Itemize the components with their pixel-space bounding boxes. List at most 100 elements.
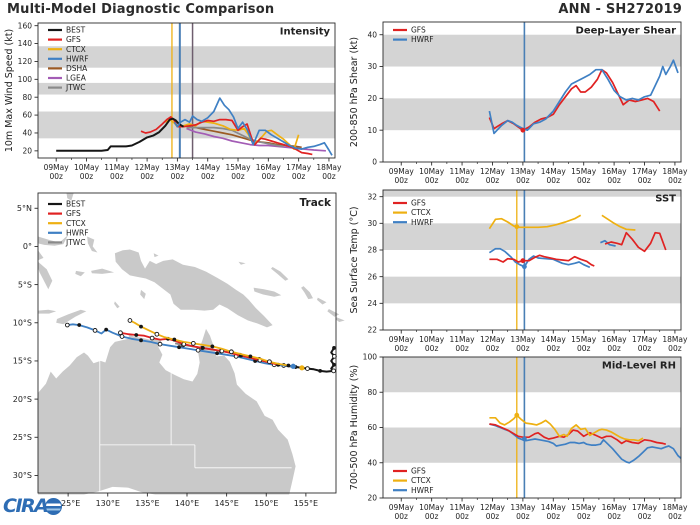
series-HWRF [488, 247, 591, 269]
series-GFS [140, 116, 313, 156]
y-axis: 20 40 60 80 100 120 140 160 [18, 21, 38, 155]
x-tick-label: 12May [480, 503, 506, 512]
storm-title: ANN - SH272019 [558, 2, 682, 17]
y-tick-label: 20 [367, 494, 377, 503]
x-axis: 09May00z10May00z11May00z12May00z13May00z… [389, 498, 688, 521]
init-position-CTCX [299, 365, 305, 371]
x-tick-sublabel: 00z [486, 512, 500, 521]
x-tick-sublabel: 00z [425, 512, 439, 521]
track-point-12z [305, 366, 310, 371]
x-tick-sublabel: 00z [322, 172, 336, 181]
y-tick-label: 60 [22, 111, 32, 120]
lat-tick-label: 5°N [17, 204, 32, 213]
x-tick-label: 18May [662, 503, 688, 512]
x-tick-label: 17May [286, 163, 312, 172]
y-tick-label: 20 [367, 94, 377, 103]
landmass [38, 193, 345, 495]
x-tick-sublabel: 00z [395, 176, 409, 185]
legend-label: HWRF [66, 54, 89, 63]
x-tick-label: 11May [450, 167, 476, 176]
series-CTCX [601, 214, 636, 231]
shade-band [383, 427, 681, 463]
globe-icon [45, 497, 63, 515]
x-tick-label: 09May [44, 163, 70, 172]
lon-tick-label: 145°E [214, 499, 238, 508]
series-HWRF [488, 59, 679, 135]
legend-label: HWRF [411, 486, 434, 495]
x-tick-label: 14May [541, 503, 567, 512]
track-point-12z [92, 328, 98, 333]
y-axis-title: 700-500 hPa Humidity (%) [349, 365, 360, 490]
x-tick-label: 12May [480, 167, 506, 176]
shade-band [383, 190, 681, 197]
init-marker-CTCX [514, 412, 520, 418]
shade-band [38, 46, 335, 68]
x-tick-label: 12May [135, 163, 161, 172]
figure-title: Multi-Model Diagnostic Comparison [7, 2, 275, 17]
x-tick-label: 18May [662, 335, 688, 344]
x-tick-label: 14May [541, 335, 567, 344]
x-tick-label: 13May [510, 335, 536, 344]
x-tick-label: 18May [662, 167, 688, 176]
x-tick-sublabel: 00z [668, 344, 682, 353]
init-marker-CTCX [514, 224, 520, 230]
lat-tick-label: 15°S [13, 357, 32, 366]
legend-label: GFS [411, 26, 426, 35]
track-point-12z [154, 331, 160, 337]
legend-label: DSHA [66, 64, 88, 73]
x-tick-sublabel: 00z [668, 176, 682, 185]
legend-label: HWRF [66, 228, 89, 237]
x-axis: 09May00z10May00z11May00z12May00z13May00z… [44, 158, 342, 181]
lat-tick-label: 0° [23, 242, 32, 251]
y-axis: 22 24 26 28 30 32 [367, 192, 383, 335]
legend-label: HWRF [411, 35, 434, 44]
x-tick-sublabel: 00z [455, 512, 469, 521]
x-axis: 09May00z10May00z11May00z12May00z13May00z… [389, 162, 688, 185]
plot-frame [382, 21, 682, 163]
track-point-12z [157, 341, 163, 347]
cira-logo: CIRA [3, 495, 63, 517]
y-tick-label: 26 [367, 272, 377, 281]
y-tick-label: 20 [22, 146, 32, 155]
legend-label: HWRF [411, 218, 434, 227]
y-axis: 0 10 20 30 40 [367, 30, 383, 167]
x-tick-label: 14May [195, 163, 221, 172]
panel-title: Intensity [280, 27, 331, 38]
y-tick-label: 80 [22, 93, 32, 102]
track-point-00z [200, 346, 205, 350]
series-GFS [489, 254, 595, 267]
x-tick-label: 17May [632, 503, 658, 512]
series-GFS [604, 231, 667, 253]
x-tick-sublabel: 00z [547, 176, 561, 185]
y-tick-label: 30 [367, 219, 377, 228]
track-point-12z [64, 322, 70, 328]
series-BEST [56, 117, 185, 152]
panel-title: Track [300, 197, 332, 209]
x-tick-sublabel: 00z [395, 344, 409, 353]
legend-label: GFS [66, 35, 81, 44]
init-marker-HWRF [521, 264, 527, 270]
x-tick-sublabel: 00z [425, 344, 439, 353]
series-GFS [489, 423, 667, 446]
y-tick-label: 22 [367, 326, 377, 335]
init-marker-HWRF [521, 436, 527, 442]
x-tick-label: 10May [419, 335, 445, 344]
x-tick-label: 10May [74, 163, 100, 172]
lon-tick-label: 140°E [175, 499, 199, 508]
x-tick-sublabel: 00z [638, 176, 652, 185]
legend-label: CTCX [411, 476, 431, 485]
lon-tick-label: 125°E [56, 499, 80, 508]
track-point-00z [210, 344, 215, 349]
x-tick-label: 11May [450, 503, 476, 512]
x-tick-label: 13May [510, 167, 536, 176]
plot-frame [382, 189, 682, 331]
x-tick-label: 09May [389, 503, 415, 512]
x-tick-sublabel: 00z [425, 176, 439, 185]
track-point-12z [149, 335, 155, 341]
x-tick-sublabel: 00z [292, 172, 306, 181]
track-point-00z [332, 362, 336, 367]
